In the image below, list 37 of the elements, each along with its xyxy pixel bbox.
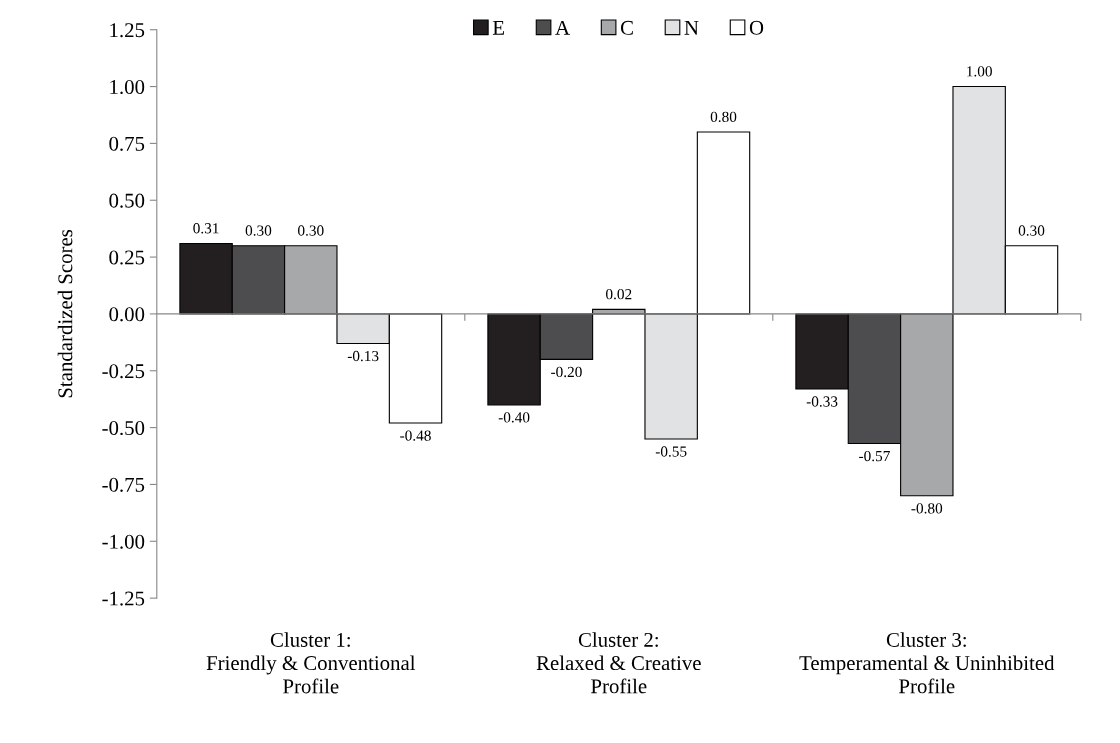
y-tick-label: -1.25 xyxy=(102,591,145,606)
data-label: 1.00 xyxy=(967,66,992,77)
y-tick-label: -0.75 xyxy=(102,477,145,492)
data-label: -0.55 xyxy=(655,446,687,457)
data-label: 0.02 xyxy=(606,289,632,300)
data-label: 0.30 xyxy=(1018,225,1045,236)
y-tick-label: 1.25 xyxy=(110,23,145,38)
y-tick-label: -0.25 xyxy=(102,364,145,379)
y-tick-label: 0.50 xyxy=(109,193,145,208)
legend-label: A xyxy=(555,20,570,35)
legend-label: E xyxy=(492,20,504,35)
data-label: -0.80 xyxy=(911,503,943,514)
y-tick-label: 0.25 xyxy=(109,250,145,265)
data-label: -0.48 xyxy=(400,430,431,441)
legend-label: O xyxy=(749,20,764,35)
data-label: 0.80 xyxy=(710,111,737,123)
data-label: -0.20 xyxy=(551,366,582,378)
y-tick-label: 0.75 xyxy=(109,136,145,151)
legend-label: N xyxy=(684,20,699,35)
data-label: -0.40 xyxy=(498,412,530,423)
y-tick-label: 0.00 xyxy=(109,307,145,322)
data-label: -0.57 xyxy=(859,450,890,462)
y-tick-label: -1.00 xyxy=(102,534,145,549)
y-axis-title: Standardized Scores xyxy=(57,229,73,398)
x-tick-label: Cluster 1: Friendly & Conventional Profile xyxy=(206,632,416,694)
x-tick-label: Cluster 2: Relaxed & Creative Profile xyxy=(536,632,701,694)
data-label: 0.30 xyxy=(245,225,272,236)
data-label: 0.30 xyxy=(298,225,324,236)
data-label: -0.13 xyxy=(347,350,379,362)
data-label: 0.31 xyxy=(193,223,219,234)
legend-label: C xyxy=(620,20,633,35)
y-tick-label: 1.00 xyxy=(110,79,145,95)
x-tick-label: Cluster 3: Temperamental & Uninhibited Profile xyxy=(799,632,1055,694)
data-label: -0.33 xyxy=(806,396,838,407)
y-tick-label: -0.50 xyxy=(102,420,145,436)
bar xyxy=(644,313,698,440)
bar xyxy=(696,131,751,315)
